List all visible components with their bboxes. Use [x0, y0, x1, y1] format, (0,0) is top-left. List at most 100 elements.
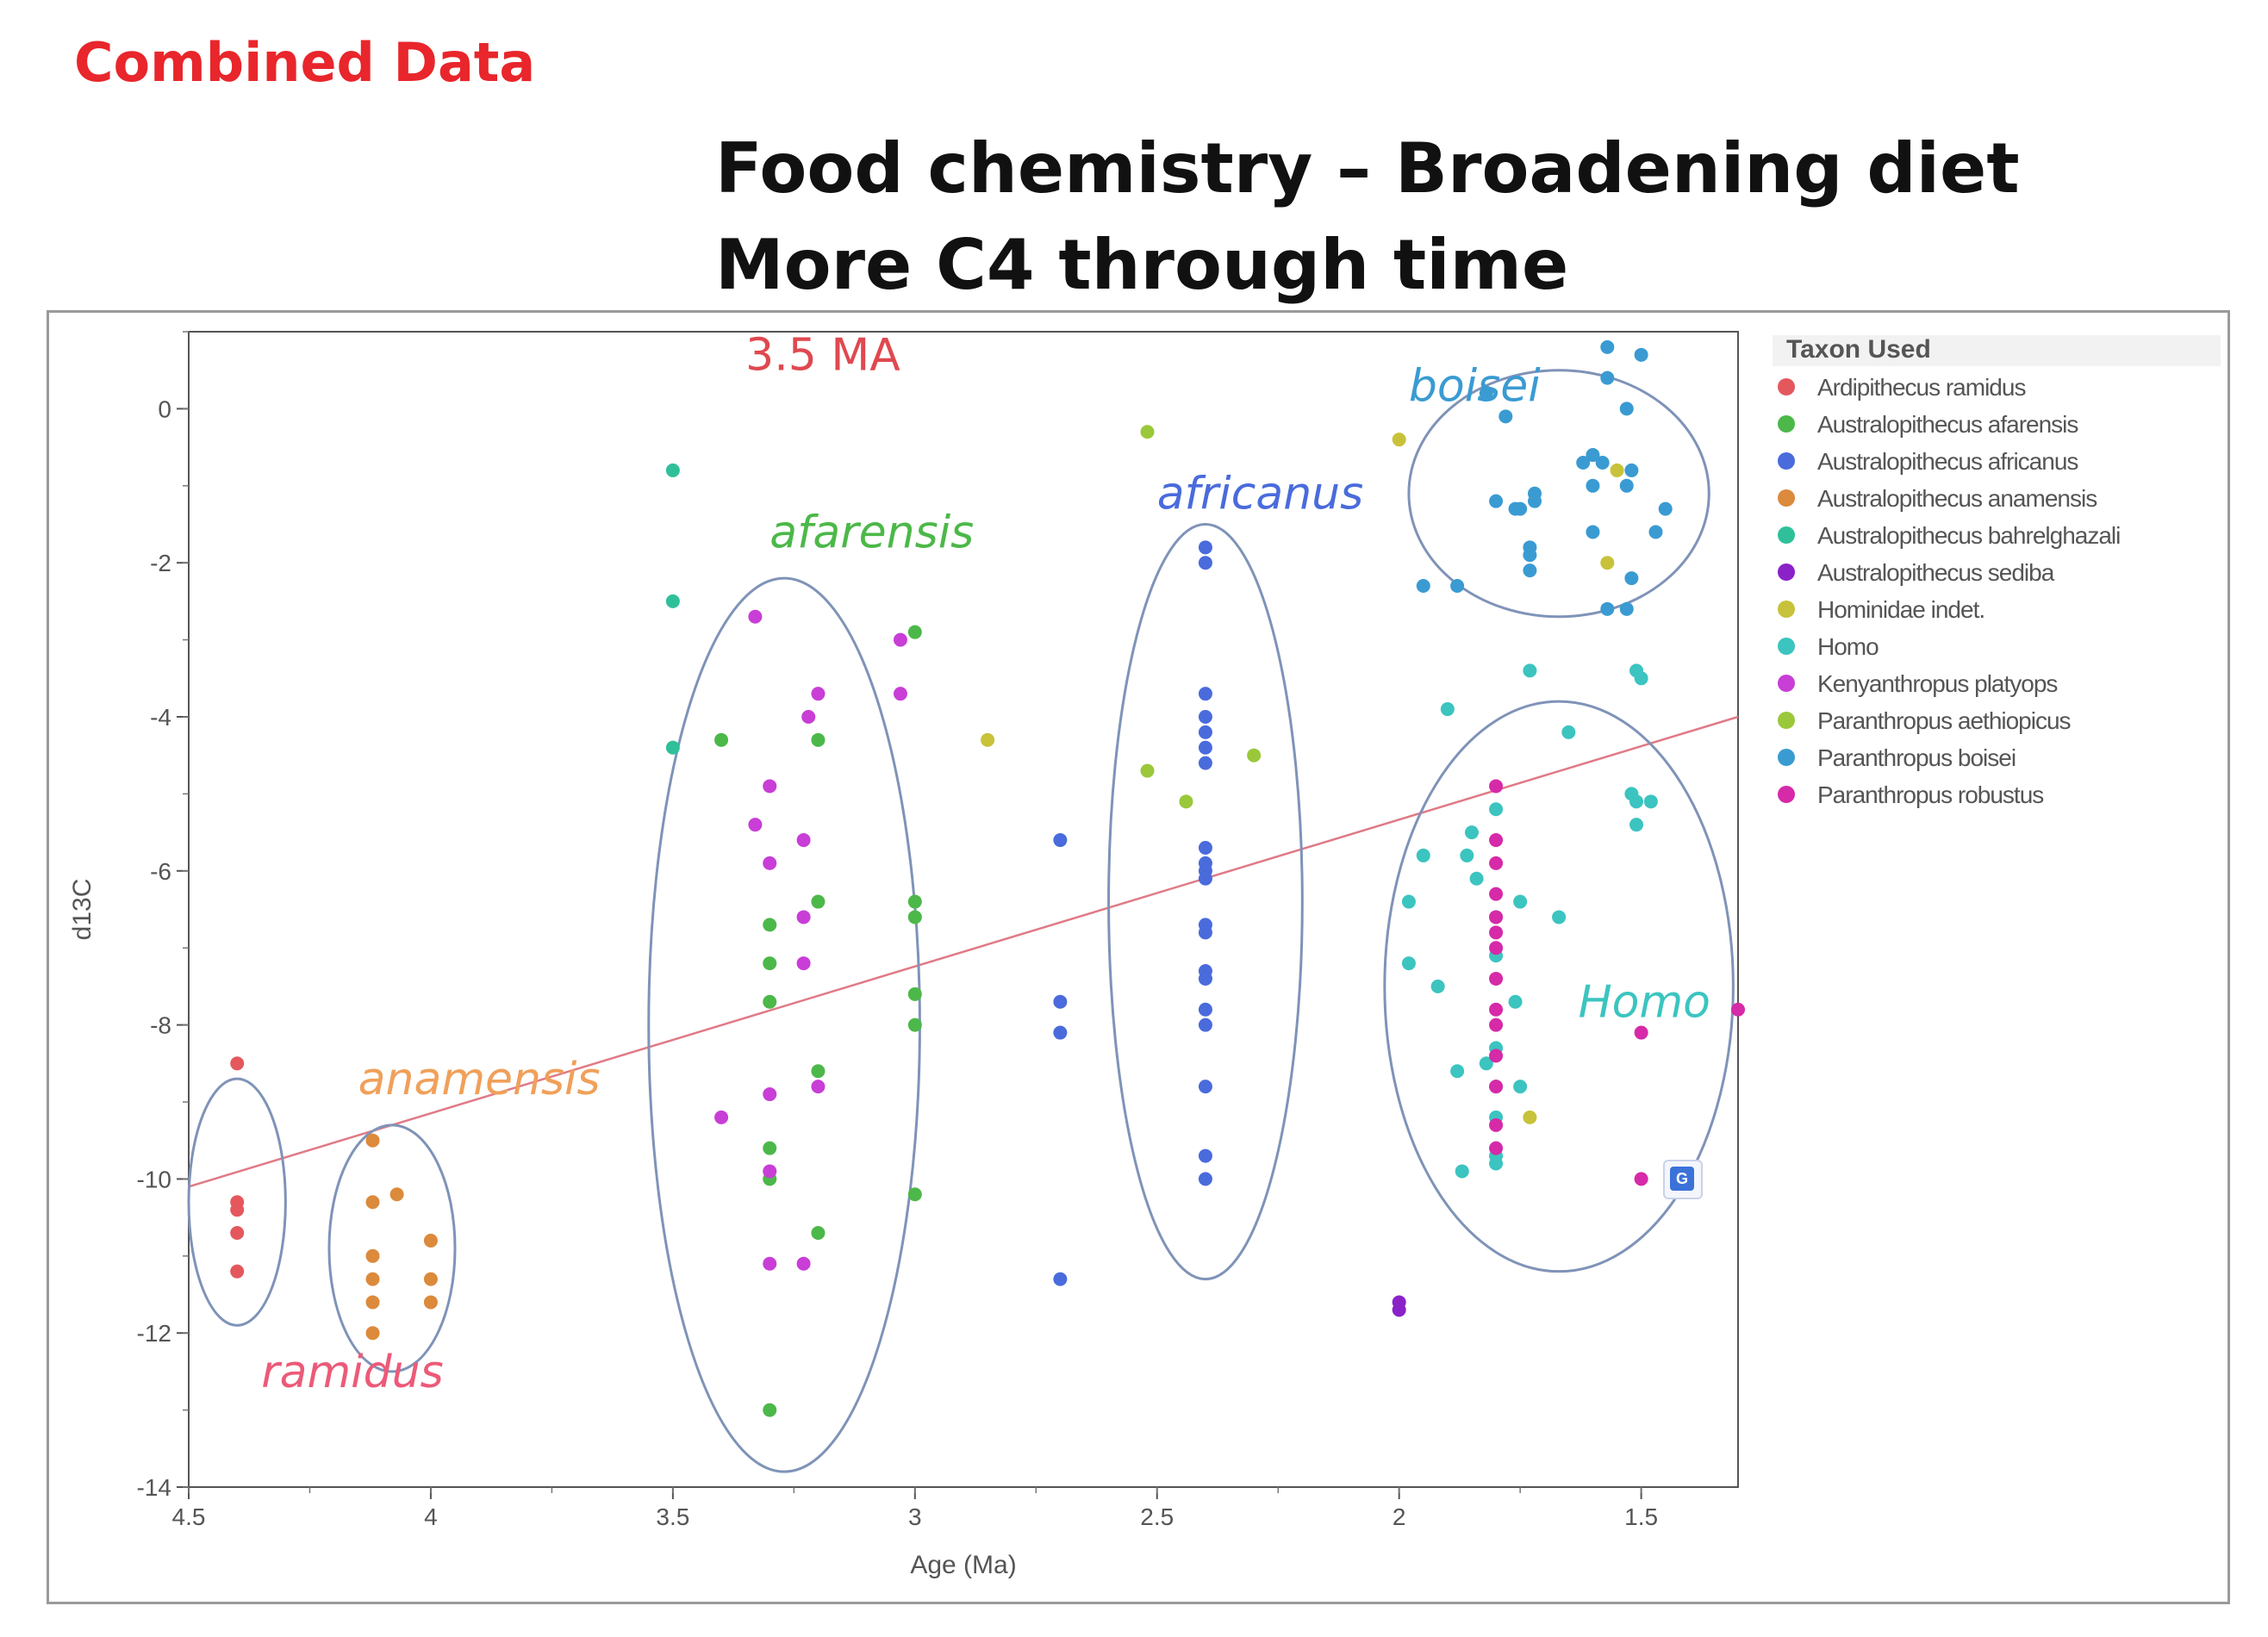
point-paranthropus-robustus — [1489, 910, 1504, 924]
point-paranthropus-robustus — [1489, 779, 1504, 794]
point-homo — [1460, 848, 1474, 862]
legend-title: Taxon Used — [1786, 335, 1931, 364]
point-ardipithecus-ramidus — [230, 1225, 245, 1240]
point-paranthropus-boisei — [1634, 347, 1648, 362]
legend: Taxon Used Ardipithecus ramidus Australopi… — [1773, 335, 2221, 808]
point-australopithecus-africanus — [1053, 1272, 1068, 1286]
point-australopithecus-anamensis — [423, 1233, 438, 1248]
plot-area-border — [188, 331, 1739, 1488]
point-paranthropus-robustus — [1489, 887, 1504, 901]
point-kenyanthropus-platyops — [763, 1164, 777, 1179]
slide-label: Combined Data — [74, 31, 536, 94]
point-australopithecus-africanus — [1198, 725, 1212, 739]
y-tick-label: 0 — [158, 395, 171, 422]
point-paranthropus-boisei — [1586, 448, 1600, 463]
point-australopithecus-africanus — [1198, 925, 1212, 940]
point-kenyanthropus-platyops — [714, 1110, 729, 1124]
ellipse-africanus-group — [1107, 523, 1304, 1281]
point-kenyanthropus-platyops — [893, 632, 907, 647]
legend-swatch — [1778, 601, 1795, 618]
point-ardipithecus-ramidus — [230, 1264, 245, 1279]
legend-swatch — [1778, 675, 1795, 692]
chart-frame: 4.5 4 3.5 3 2.5 2 1.5 0 -2 -4 -6 -8 -10 -12 -14 Age (Ma… — [47, 310, 2230, 1604]
point-australopithecus-afarensis — [907, 894, 922, 909]
point-paranthropus-boisei — [1576, 455, 1591, 470]
point-australopithecus-africanus — [1053, 833, 1068, 848]
point-homo — [1634, 671, 1648, 686]
point-paranthropus-boisei — [1619, 401, 1634, 416]
point-homo — [1629, 794, 1644, 809]
point-australopithecus-bahrelghazali — [665, 594, 680, 608]
point-homo — [1489, 802, 1504, 817]
y-tick-label: -2 — [150, 550, 171, 576]
point-paranthropus-boisei — [1489, 494, 1504, 508]
annotation-3-5-ma: 3.5 MA — [745, 330, 900, 382]
point-paranthropus-boisei — [1619, 601, 1634, 616]
annotation-afarensis: afarensis — [770, 507, 974, 558]
x-tick-label: 2.5 — [1140, 1503, 1174, 1530]
point-australopithecus-africanus — [1053, 994, 1068, 1009]
point-australopithecus-anamensis — [389, 1187, 404, 1202]
x-tick-label: 4.5 — [172, 1503, 206, 1530]
legend-entry: Paranthropus aethiopicus — [1817, 707, 2071, 734]
point-hominidae-indet — [981, 732, 995, 747]
point-australopithecus-afarensis — [714, 732, 729, 747]
point-australopithecus-afarensis — [907, 1018, 922, 1032]
point-australopithecus-africanus — [1198, 1018, 1212, 1032]
ellipse-ramidus-group — [187, 1077, 287, 1327]
point-paranthropus-boisei — [1586, 478, 1600, 493]
point-australopithecus-afarensis — [763, 1141, 777, 1155]
point-australopithecus-afarensis — [811, 1225, 826, 1240]
point-homo — [1513, 1080, 1528, 1094]
point-homo — [1416, 848, 1430, 862]
point-kenyanthropus-platyops — [796, 833, 811, 848]
point-kenyanthropus-platyops — [748, 609, 763, 624]
point-homo — [1643, 794, 1658, 809]
point-australopithecus-afarensis — [763, 918, 777, 932]
legend-swatch — [1778, 786, 1795, 803]
point-homo — [1401, 894, 1416, 909]
annotation-ramidus: ramidus — [261, 1347, 443, 1398]
point-australopithecus-africanus — [1198, 871, 1212, 886]
legend-swatch — [1778, 526, 1795, 544]
legend-entry: Kenyanthropus platyops — [1817, 670, 2057, 697]
slide-title-line-1: Food chemistry – Broadening diet — [715, 128, 2020, 209]
point-kenyanthropus-platyops — [796, 956, 811, 971]
point-paranthropus-robustus — [1489, 1018, 1504, 1032]
slide-title-line-2: More C4 through time — [715, 225, 1569, 305]
point-homo — [1430, 979, 1445, 993]
legend-title-bg — [1773, 335, 2221, 366]
y-axis-label: d13C — [68, 879, 97, 941]
point-hominidae-indet — [1392, 433, 1406, 447]
point-homo — [1440, 702, 1455, 717]
point-homo — [1552, 910, 1567, 924]
point-australopithecus-afarensis — [907, 910, 922, 924]
point-australopithecus-africanus — [1198, 1002, 1212, 1017]
point-hominidae-indet — [1600, 556, 1615, 570]
point-paranthropus-boisei — [1450, 579, 1465, 594]
point-kenyanthropus-platyops — [763, 779, 777, 794]
point-australopithecus-anamensis — [423, 1295, 438, 1310]
translate-icon[interactable]: G — [1663, 1160, 1703, 1199]
y-tick-label: -8 — [150, 1012, 171, 1039]
point-paranthropus-aethiopicus — [1247, 748, 1262, 762]
point-paranthropus-boisei — [1528, 494, 1542, 508]
points-layer — [230, 339, 1745, 1417]
ellipse-homo-group — [1383, 700, 1735, 1273]
point-australopithecus-africanus — [1198, 687, 1212, 701]
point-paranthropus-robustus — [1489, 856, 1504, 870]
point-kenyanthropus-platyops — [893, 687, 907, 701]
point-australopithecus-africanus — [1198, 1172, 1212, 1186]
x-axis-label: Age (Ma) — [910, 1551, 1016, 1579]
point-australopithecus-afarensis — [811, 1064, 826, 1079]
legend-entry: Ardipithecus ramidus — [1817, 374, 2025, 401]
point-australopithecus-africanus — [1198, 971, 1212, 986]
point-paranthropus-boisei — [1619, 478, 1634, 493]
point-kenyanthropus-platyops — [763, 1087, 777, 1102]
point-australopithecus-bahrelghazali — [665, 463, 680, 477]
annotation-anamensis: anamensis — [358, 1054, 601, 1105]
point-kenyanthropus-platyops — [748, 818, 763, 832]
point-australopithecus-afarensis — [907, 625, 922, 639]
annotation-africanus: africanus — [1157, 469, 1363, 520]
point-australopithecus-africanus — [1053, 1025, 1068, 1040]
